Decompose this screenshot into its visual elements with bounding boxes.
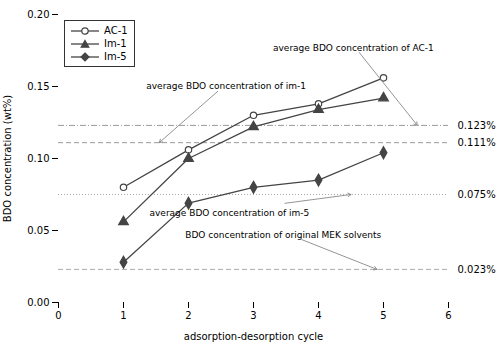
svg-text:average BDO concentration of i: average BDO concentration of im-1 (146, 81, 306, 91)
html-text:Im-5: Im-5 (104, 51, 127, 62)
html-text:Im-1: Im-1 (104, 38, 127, 49)
svg-text:0.10: 0.10 (27, 153, 49, 164)
svg-text:0.111%: 0.111% (458, 137, 496, 148)
svg-text:0.05: 0.05 (27, 225, 49, 236)
svg-text:6: 6 (445, 310, 451, 321)
svg-text:BDO concentration of original: BDO concentration of original MEK solven… (185, 230, 381, 240)
svg-text:0.20: 0.20 (27, 9, 49, 20)
svg-text:0: 0 (55, 310, 61, 321)
svg-text:5: 5 (380, 310, 386, 321)
svg-text:0.15: 0.15 (27, 81, 49, 92)
svg-text:0.00: 0.00 (27, 297, 49, 308)
svg-text:2: 2 (185, 310, 191, 321)
svg-text:0.123%: 0.123% (458, 120, 496, 131)
svg-text:0.075%: 0.075% (458, 189, 496, 200)
svg-text:adsorption-desorption cycle: adsorption-desorption cycle (184, 331, 324, 342)
svg-text:average BDO concentration of A: average BDO concentration of AC-1 (273, 43, 434, 53)
svg-text:3: 3 (250, 310, 256, 321)
svg-text:0.023%: 0.023% (458, 264, 496, 275)
svg-text:4: 4 (315, 310, 321, 321)
svg-text:1: 1 (120, 310, 126, 321)
svg-text:BDO concentration (wt%): BDO concentration (wt%) (2, 95, 13, 223)
html-text:AC-1: AC-1 (104, 25, 128, 36)
svg-text:average BDO concentration of i: average BDO concentration of im-5 (150, 208, 310, 218)
